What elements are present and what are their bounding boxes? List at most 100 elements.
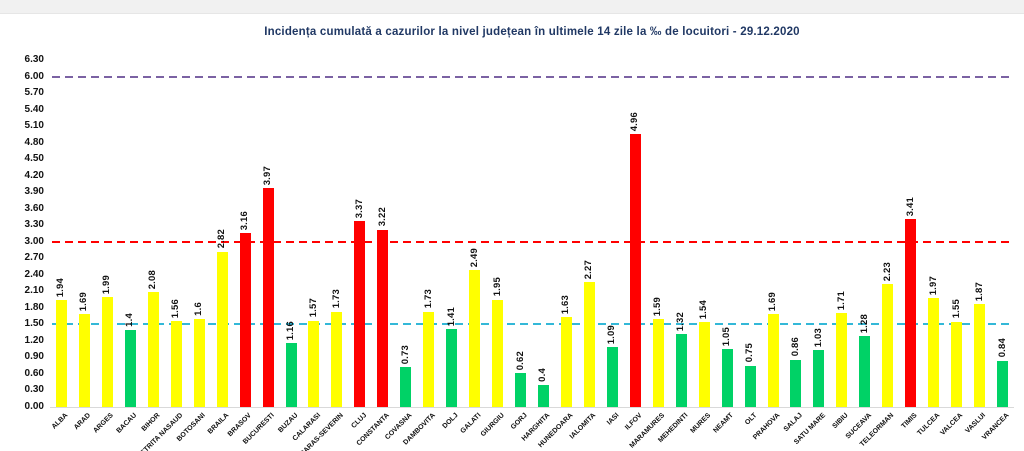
y-axis-tick: 0.00 [24,401,44,412]
x-axis-label: GORJ [509,412,529,431]
y-axis-tick: 6.00 [24,70,44,82]
bar-value-label: 3.37 [353,199,365,219]
chart-bar [262,188,274,407]
bar-value-label: 0.75 [744,343,756,363]
x-axis-label: CLUJ [349,412,368,430]
bar-value-label: 1.94 [55,277,67,298]
x-axis-label: GALATI [459,412,483,436]
x-axis-label: BIHOR [140,412,162,433]
bar-value-label: 1.97 [927,276,939,296]
reference-line-6.00 [52,75,1014,78]
y-axis-tick: 0.30 [24,384,44,396]
chart-bar [354,221,366,407]
y-axis-tick: 3.30 [24,219,44,231]
chart-bar [331,311,343,407]
chart-bar [583,281,595,407]
y-axis-tick: 3.00 [24,235,44,247]
chart-bar [515,372,527,407]
bar-value-label: 1.32 [675,312,687,332]
y-axis-tick: 1.80 [24,301,44,313]
y-axis-tick: 0.90 [24,351,44,363]
chart-bar [928,298,940,407]
page-background-strip [0,0,1024,14]
reference-line-1.50 [52,323,1014,326]
chart-bar [78,313,90,407]
bar-value-label: 3.41 [904,196,916,217]
bar-value-label: 0.62 [514,350,526,370]
x-axis-label: VASLUI [964,412,988,435]
chart-bar [469,269,481,407]
chart-bar [629,133,641,407]
y-axis-tick: 4.80 [24,136,44,148]
chart-bar [285,343,297,407]
bar-value-label: 1.57 [307,298,319,318]
bar-value-label: 1.03 [812,327,824,348]
x-axis-label: TIMIS [900,412,919,431]
y-axis-tick: 0.60 [24,367,44,379]
x-axis-label: ARAD [73,412,93,432]
bar-value-label: 1.73 [422,289,434,309]
x-axis-label: TULCEA [916,412,942,438]
chart-bar [721,349,733,407]
chart-bar [882,284,894,407]
x-axis-label: OLT [743,412,759,427]
chart-bar [905,219,917,407]
chart-bar [790,359,802,407]
bar-value-label: 3.22 [376,207,388,227]
bar-value-label: 2.82 [216,229,228,249]
bar-value-label: 3.16 [239,210,251,230]
bar-value-label: 2.27 [583,259,595,279]
bar-value-label: 1.16 [285,320,296,341]
x-axis-label: BACAU [115,412,139,435]
y-axis-tick: 3.90 [24,186,44,198]
bar-value-label: 1.95 [491,277,503,297]
chart-bar [400,366,412,407]
x-axis-label: ARGES [92,412,116,435]
x-axis-label: SALAJ [782,412,804,434]
bar-value-label: 1.54 [698,299,710,320]
bar-value-label: 1.73 [330,289,342,309]
bar-value-label: 1.71 [835,290,847,310]
chart-bar [124,329,136,407]
bar-value-label: 1.05 [721,326,733,347]
chart-bar [216,251,228,407]
bar-value-label: 0.4 [537,368,549,382]
bar-value-label: 1.56 [170,298,182,319]
chart-bar [446,329,458,407]
bar-value-label: 2.23 [881,261,893,282]
chart-bar [55,300,67,407]
chart-bar [492,299,504,407]
y-axis-tick: 2.10 [24,285,44,297]
chart-bar [147,292,159,407]
chart-bar [698,322,710,407]
chart-bar [193,318,205,407]
x-axis-label: SIBIU [831,412,850,431]
bar-value-label: 1.87 [973,281,985,302]
x-axis-label: ILFOV [623,412,644,432]
chart-bar [423,311,435,407]
y-axis-tick: 1.20 [24,334,44,346]
y-axis-tick: 5.70 [24,87,44,99]
x-axis-label: BUZAU [276,412,299,435]
x-axis-label: MURES [689,412,713,435]
bar-value-label: 2.49 [468,247,480,267]
y-axis-tick: 5.10 [24,120,44,132]
y-axis-tick: 3.60 [24,202,44,214]
x-axis-label: ALBA [50,412,70,431]
bar-value-label: 1.69 [78,291,90,311]
y-axis-tick: 2.70 [24,252,44,264]
bar-value-label: 1.55 [950,299,962,319]
chart-bar [377,229,389,407]
chart-bar [813,350,825,407]
chart-bar [997,360,1009,407]
chart-title: Incidența cumulată a cazurilor la nivel … [264,26,800,38]
chart-bar [675,334,687,407]
chart-bar [767,313,779,407]
bar-value-label: 4.96 [629,111,641,131]
bar-value-label: 1.4 [124,313,136,327]
chart-bar [951,321,963,407]
y-axis-tick: 4.50 [24,153,44,165]
bar-value-label: 0.73 [399,344,411,364]
reference-line-3.00 [52,240,1014,243]
